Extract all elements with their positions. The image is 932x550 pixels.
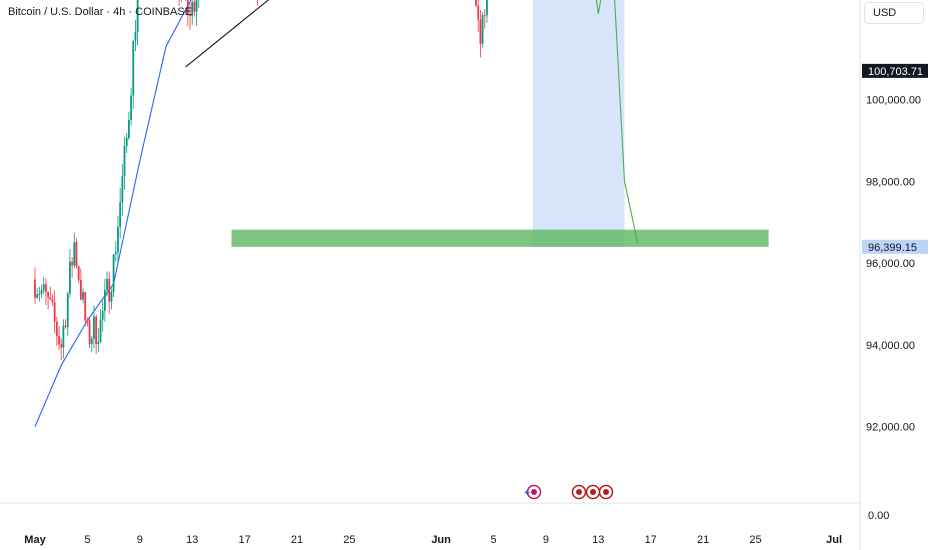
candle-body-23: [84, 292, 87, 321]
candle-body-38: [117, 226, 119, 253]
x-tick-label-5: 21: [291, 534, 303, 546]
x-tick-label-13: 25: [749, 534, 761, 546]
moving-average-line: [34, 0, 192, 427]
candle-body-10: [55, 321, 58, 336]
price-tag-bg-11: [862, 239, 928, 254]
target-bar: [231, 229, 769, 247]
candle-body-206: [483, 15, 486, 17]
candle-body-21: [79, 280, 82, 300]
price-tag-10: 100,703.71: [868, 66, 923, 78]
candle-body-47: [136, 0, 139, 33]
candle-body-17: [71, 261, 74, 266]
symbol-title: Bitcoin / U.S. Dollar · 4h · COINBASE: [8, 6, 192, 18]
candle-body-74: [195, 0, 198, 12]
candle-body-15: [66, 293, 69, 328]
candle-body-39: [119, 202, 122, 227]
candle-body-29: [97, 342, 100, 345]
candle-body-14: [64, 325, 67, 328]
price-tag-11: 96,399.15: [868, 242, 917, 254]
candle-body-203: [477, 5, 480, 20]
x-tick-label-2: 9: [137, 534, 143, 546]
candle-body-11: [58, 335, 60, 345]
candle-body-3: [40, 290, 43, 294]
us-flag-event-icon-dot-2: [590, 489, 596, 495]
candle-body-24: [86, 320, 89, 322]
candle-body-30: [99, 319, 102, 343]
triangle-lower-line: [185, 0, 270, 68]
currency-button[interactable]: USD: [864, 2, 924, 24]
candle-body-46: [134, 32, 137, 41]
candle-body-28: [95, 316, 98, 345]
candle-body-19: [75, 242, 78, 267]
candle-body-5: [45, 284, 47, 293]
candle-body-18: [73, 242, 76, 266]
y-tick-label-2: 96,000.00: [866, 258, 915, 270]
candle-body-72: [191, 1, 194, 16]
candle-body-25: [88, 320, 91, 344]
candle-body-4: [42, 284, 45, 291]
candle-body-6: [47, 292, 49, 298]
x-tick-label-1: 5: [84, 534, 90, 546]
candle-body-73: [193, 1, 196, 12]
candle-body-34: [108, 278, 111, 302]
candle-body-202: [475, 0, 477, 6]
us-flag-event-icon-dot-1: [576, 489, 582, 495]
candle-body-44: [130, 95, 132, 121]
candle-body-13: [62, 325, 65, 348]
candle-body-0: [34, 279, 36, 298]
candle-body-71: [189, 14, 191, 16]
x-tick-label-9: 9: [543, 534, 549, 546]
lightning-event-icon-dot-0: [531, 489, 537, 495]
sparkle-icon: ✦: [523, 488, 531, 499]
candle-body-40: [121, 176, 124, 203]
x-tick-label-8: 5: [490, 534, 496, 546]
candle-body-9: [53, 302, 56, 322]
candle-body-204: [479, 19, 482, 44]
x-tick-label-12: 21: [697, 534, 709, 546]
candle-body-70: [186, 0, 189, 15]
candle-body-22: [82, 292, 84, 300]
candle-body-7: [49, 297, 52, 300]
candle-body-42: [125, 138, 128, 147]
candle-body-36: [112, 254, 115, 292]
x-tick-label-11: 17: [645, 534, 657, 546]
x-tick-label-6: 25: [343, 534, 355, 546]
x-tick-label-14: Jul: [826, 534, 842, 546]
x-tick-label-4: 17: [238, 534, 250, 546]
candle-body-26: [90, 338, 93, 344]
candle-body-12: [60, 344, 63, 348]
candle-body-35: [110, 291, 113, 302]
x-tick-label-7: Jun: [431, 534, 451, 546]
y-tick-label-3: 98,000.00: [866, 176, 915, 188]
candle-body-41: [123, 146, 126, 177]
candle-body-20: [77, 266, 80, 281]
volume-axis-label: 0.00: [868, 510, 889, 522]
us-flag-event-icon-dot-3: [603, 489, 609, 495]
take-profit-zone: [532, 0, 625, 247]
candle-body-2: [38, 293, 41, 295]
candle-body-43: [127, 120, 130, 139]
x-tick-label-0: May: [24, 534, 46, 546]
x-tick-label-10: 13: [592, 534, 604, 546]
x-tick-label-3: 13: [186, 534, 198, 546]
price-tag-bg-10: [862, 63, 928, 78]
candle-body-16: [69, 261, 71, 294]
candle-body-37: [114, 252, 117, 255]
candle-body-205: [481, 15, 484, 44]
y-tick-label-1: 94,000.00: [866, 340, 915, 352]
y-tick-label-4: 100,000.00: [866, 95, 921, 107]
candle-body-31: [101, 310, 104, 320]
projection-path: [595, 0, 639, 243]
candle-body-8: [51, 299, 54, 303]
candle-body-27: [93, 316, 95, 339]
candle-body-33: [106, 278, 108, 290]
y-tick-label-0: 92,000.00: [866, 422, 915, 434]
candle-body-207: [486, 0, 488, 16]
candle-body-32: [103, 289, 106, 311]
candle-body-1: [36, 294, 39, 298]
candle-body-45: [132, 40, 135, 96]
